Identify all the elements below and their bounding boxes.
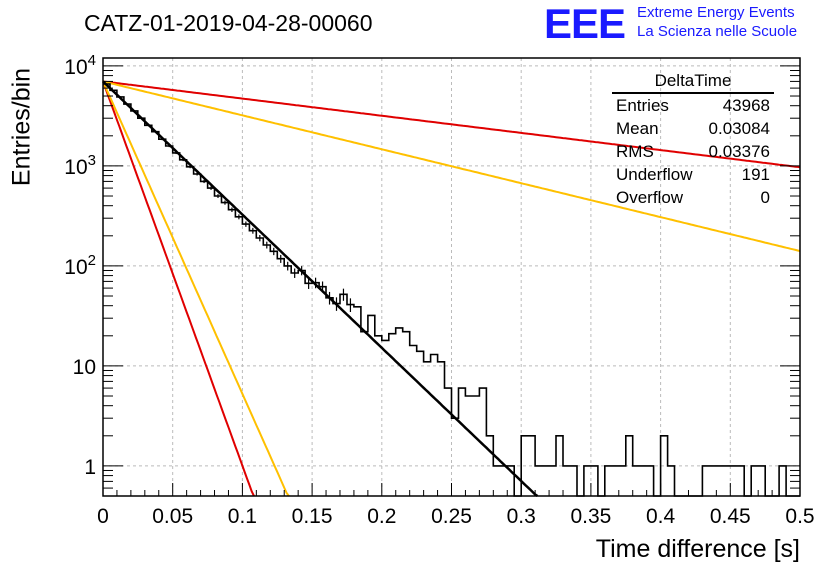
x-tick-label: 0.25 [431,505,472,528]
stats-row: Underflow 191 [612,163,774,186]
stats-row-label: RMS [616,142,654,161]
y-axis-label: Entries/bin [7,67,36,187]
eee-caption-line1: Extreme Energy Events [637,4,795,21]
curve-layer [102,80,801,497]
x-tick-label: 0.35 [570,505,611,528]
y-axis-label-box: Entries/bin [4,62,40,192]
stats-row-label: Overflow [616,188,684,207]
exponential-curve-orange [102,80,290,497]
y-tick-label: 104 [64,52,96,79]
stats-title: DeltaTime [612,70,774,94]
stats-row-label: Underflow [616,165,693,184]
stats-row-label: Mean [616,119,659,138]
stats-row-value: 191 [741,165,770,184]
eee-logo: EEE [544,0,626,47]
x-tick-label: 0.1 [228,505,257,528]
y-tick-label: 102 [64,252,96,279]
x-tick-label: 0.45 [710,505,751,528]
exponential-curve-orange [102,80,801,252]
stats-row-label: Entries [616,96,669,115]
y-tick-label: 103 [64,152,96,179]
stats-row-value: 43968 [722,96,770,115]
stats-row: Overflow 0 [612,186,774,209]
eee-caption-line2: La Scienza nelle Scuole [637,23,798,40]
exponential-curve-red [102,80,801,169]
y-tick-label: 1 [84,456,96,479]
stats-row: RMS 0.03376 [612,140,774,163]
x-tick-label: 0.2 [367,505,396,528]
y-tick-label: 10 [73,356,96,379]
x-tick-label: 0.4 [646,505,676,528]
exponential-fit-line [102,80,539,498]
stats-row-value: 0.03084 [708,119,770,138]
exponential-curve-red [102,81,255,497]
grid-lines [103,58,800,496]
eee-caption: Extreme Energy Events La Scienza nelle S… [637,3,797,41]
x-tick-label: 0 [97,505,109,528]
stats-row: Entries 43968 [612,94,774,117]
plot-title: CATZ-01-2019-04-28-00060 [84,10,373,36]
stats-row-value: 0 [760,188,770,207]
x-tick-label: 0.5 [785,505,814,528]
x-tick-label: 0.3 [507,505,536,528]
x-tick-label: 0.15 [292,505,333,528]
stats-row-value: 0.03376 [708,142,770,161]
x-tick-label: 0.05 [152,505,193,528]
x-axis-label: Time difference [s] [595,535,800,563]
stats-box: DeltaTime Entries 43968 Mean 0.03084 RMS 0.03… [612,70,774,209]
stats-rows: Entries 43968 Mean 0.03084 RMS 0.03376 Underfl… [612,94,774,209]
axis-ticks: 0 0.05 0.1 0.15 0.2 0.25 0.3 0.35 0.4 0.45 0.5 1 10 1… [64,52,814,528]
stats-row: Mean 0.03084 [612,117,774,140]
